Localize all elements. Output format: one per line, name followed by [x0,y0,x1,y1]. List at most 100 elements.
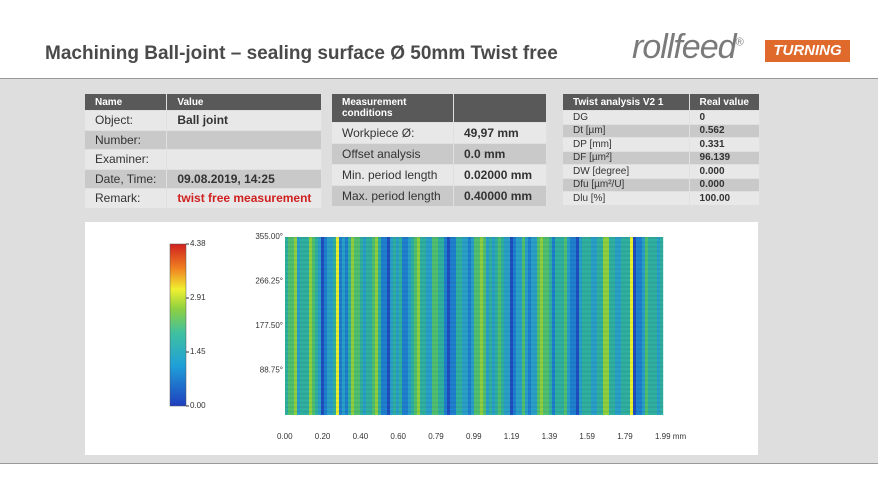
logo-mark: ® [735,36,744,49]
value-cell: 09.08.2019, 14:25 [167,168,323,188]
heatmap-column [468,237,472,415]
heatmap-column [309,237,313,415]
heatmap-column [603,237,607,415]
row: Examiner: [85,149,323,169]
heatmap-column [471,237,475,415]
heatmap-column [363,237,367,415]
header-row: Twist analysis V2 1 Real value [563,94,760,110]
heatmap-texture [285,321,663,324]
heatmap-column [378,237,382,415]
value-cell: 0.02000 mm [454,164,547,185]
heatmap-column [333,237,337,415]
heatmap-column [498,237,502,415]
heatmap-column [285,237,289,415]
heatmap-column [306,237,310,415]
heatmap-texture [285,397,663,400]
heatmap-texture [285,330,663,333]
heatmap-column [492,237,496,415]
heatmap-column [504,237,508,415]
heatmap-texture [285,268,663,271]
label-cell: Workpiece Ø: [332,122,454,143]
heatmap-texture [285,281,663,284]
heatmap-column [390,237,394,415]
heatmap-column [465,237,469,415]
heatmap-column [381,237,385,415]
row: DG 0 [563,110,760,124]
heatmap-column [441,237,445,415]
colorbar-label: 2.91 [190,293,206,302]
row: Remark: twist free measurement [85,188,323,208]
label-cell: Date, Time: [85,168,168,188]
label-cell: DF [µm²] [563,150,690,164]
heatmap-texture [285,245,663,248]
heatmap-column [582,237,586,415]
heatmap-column [360,237,364,415]
value-cell: 49,97 mm [454,122,547,143]
heatmap-column [639,237,643,415]
heatmap-column [510,237,514,415]
heatmap-column [420,237,424,415]
value-cell: 0.000 [689,164,760,178]
heatmap-texture [285,406,663,409]
heatmap-column [375,237,379,415]
heatmap-column [357,237,361,415]
heatmap-column [486,237,490,415]
colorbar-label: 1.45 [190,347,206,356]
heatmap-column [543,237,547,415]
x-tick-label: 1.99 mm [655,432,686,441]
heatmap-texture [285,339,663,342]
x-tick-label: 0.60 [390,432,406,441]
header-cell: Twist analysis V2 1 [563,94,690,110]
heatmap-column [567,237,571,415]
heatmap-texture [285,343,663,346]
logo-text: rollfeed [632,28,737,66]
heatmap-column [291,237,295,415]
heatmap-column [534,237,538,415]
value-cell: 0.000 [689,177,760,191]
heatmap-texture [285,312,663,315]
heatmap-column [630,237,634,415]
heatmap-panel: 4.38 2.91 1.45 0.00 355.00° 266.25° 177.50° 88.… [85,222,758,455]
x-tick-label: 0.20 [315,432,331,441]
header-row: Name Value [85,94,323,110]
x-tick-label: 1.59 [579,432,595,441]
heatmap-texture [285,272,663,275]
heatmap-column [453,237,457,415]
heatmap-column [624,237,628,415]
row: Dfu [µm²/U] 0.000 [563,177,760,191]
heatmap-column [483,237,487,415]
heatmap-column [297,237,301,415]
heatmap-column [621,237,625,415]
heatmap-column [399,237,403,415]
row: DP [mm] 0.331 [563,137,760,151]
colorbar-label: 0.00 [190,401,206,410]
value-cell: 0 [689,110,760,124]
heatmap-column [411,237,415,415]
heatmap-column [576,237,580,415]
heatmap-texture [285,383,663,386]
heatmap-column [321,237,325,415]
heatmap-texture [285,366,663,369]
x-tick-label: 1.19 [504,432,520,441]
heatmap-texture [285,357,663,360]
heatmap-column [549,237,553,415]
heatmap-column [339,237,343,415]
row: Dlu [%] 100.00 [563,191,760,205]
header-cell: Name [85,94,168,110]
heatmap-column [546,237,550,415]
heatmap-column [570,237,574,415]
heatmap-column [348,237,352,415]
heatmap-column [489,237,493,415]
label-cell: Remark: [85,188,168,208]
label-cell: Offset analysis [332,143,454,164]
heatmap-column [393,237,397,415]
heatmap-texture [285,285,663,288]
logo-tag: TURNING [765,40,850,62]
label-cell: Dlu [%] [563,191,690,205]
y-tick-label: 88.75° [260,366,283,375]
heatmap-column [474,237,478,415]
heatmap-column [585,237,589,415]
colorbar [169,243,187,407]
heatmap-column [345,237,349,415]
heatmap-column [405,237,409,415]
